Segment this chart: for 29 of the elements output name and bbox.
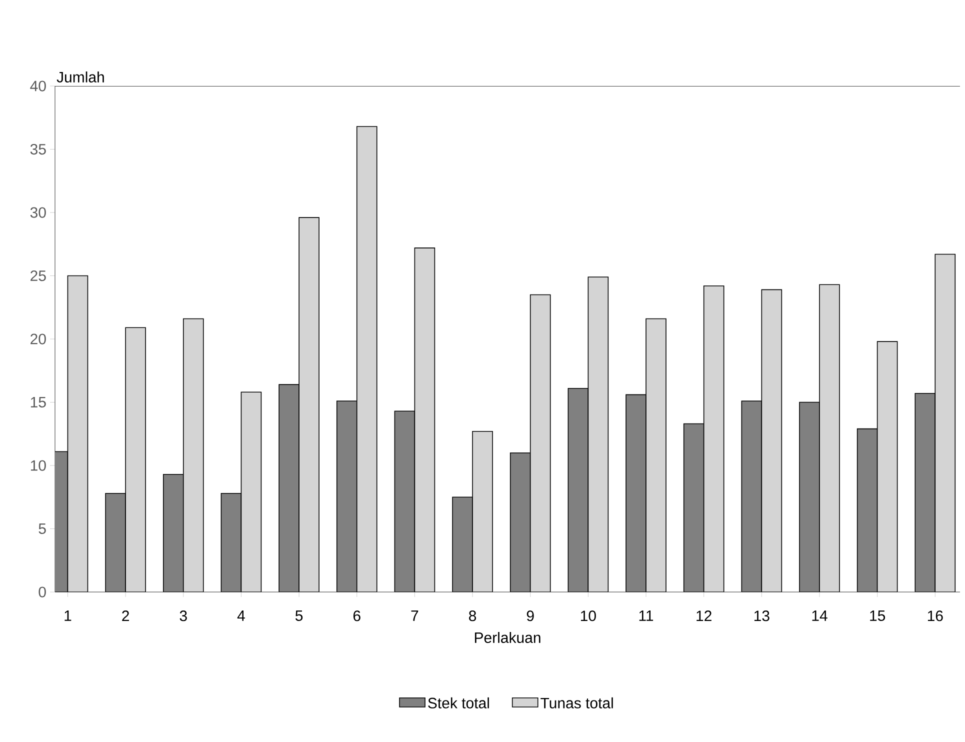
y-tick-label: 15 xyxy=(30,397,46,408)
x-tick-label: 13 xyxy=(754,610,770,622)
x-tick-label: 9 xyxy=(526,610,534,622)
y-tick-label: 30 xyxy=(30,207,46,218)
x-tick-label: 11 xyxy=(639,610,654,621)
x-tick-label: 6 xyxy=(353,610,360,622)
x-tick-label: 3 xyxy=(180,610,187,622)
x-tick-label: 14 xyxy=(812,610,828,621)
x-tick-label: 2 xyxy=(122,610,129,622)
x-tick-label: 15 xyxy=(870,610,886,621)
x-axis-title: Perlakuan xyxy=(474,632,540,643)
x-tick-label: 16 xyxy=(928,610,943,622)
legend-label: Tunas total xyxy=(540,697,613,708)
x-tick-label: 7 xyxy=(411,610,418,621)
y-tick-label: 5 xyxy=(38,524,46,534)
x-tick-label: 1 xyxy=(64,610,72,621)
y-tick-label: 10 xyxy=(30,460,46,471)
y-tick-label: 0 xyxy=(38,586,46,598)
y-tick-label: 20 xyxy=(30,334,46,344)
x-tick-label: 4 xyxy=(237,610,245,621)
x-tick-label: 8 xyxy=(469,610,476,622)
y-tick-label: 40 xyxy=(30,80,46,92)
y-tick-label: 35 xyxy=(30,144,46,155)
legend-label: Stek total xyxy=(428,697,489,708)
x-tick-label: 12 xyxy=(696,610,712,622)
x-tick-label: 5 xyxy=(295,610,303,621)
x-tick-label: 10 xyxy=(580,610,596,622)
y-tick-label: 25 xyxy=(30,270,46,282)
y-axis-title: Jumlah xyxy=(56,71,104,82)
